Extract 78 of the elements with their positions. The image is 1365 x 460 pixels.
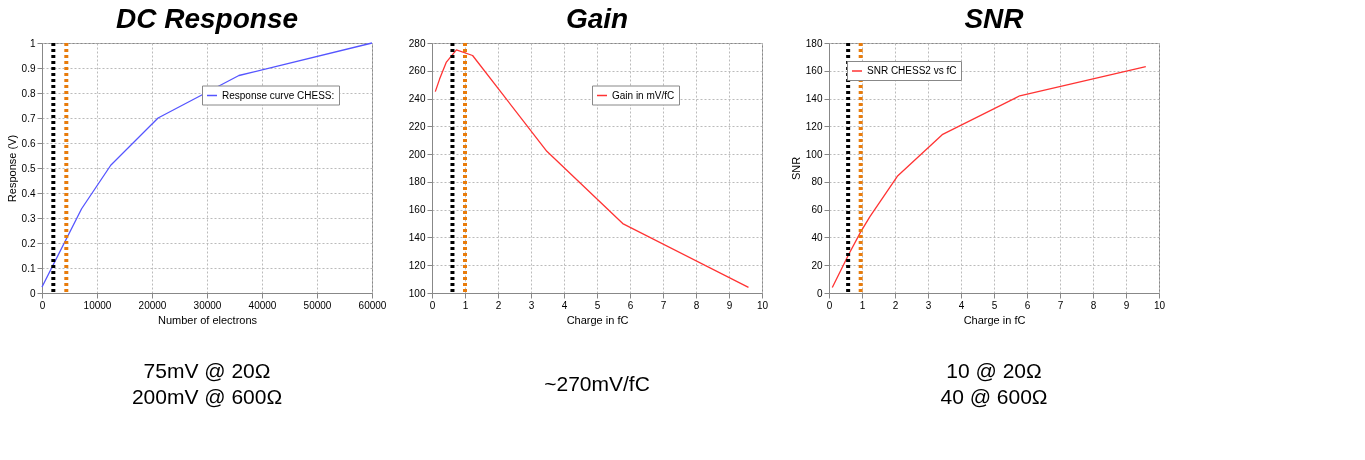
x-tick-label: 10	[756, 299, 769, 311]
x-tick-label: 20000	[138, 299, 167, 311]
y-tick-label: 0	[816, 287, 823, 299]
chart-title: DC Response	[115, 3, 299, 34]
y-tick-label: 0.3	[21, 212, 36, 224]
x-tick-label: 2	[495, 299, 502, 311]
text: 200mV @ 600Ω	[131, 385, 283, 408]
y-tick-label: 120	[408, 259, 426, 271]
y-tick-label: 0.5	[21, 162, 36, 174]
y-tick-label: 120	[805, 120, 823, 132]
y-tick-label: 220	[408, 120, 426, 132]
y-tick-label: 0.1	[21, 262, 36, 274]
y-tick-label: 60	[811, 204, 823, 216]
y-tick-label: 260	[408, 65, 426, 77]
x-tick-label: 3	[925, 299, 932, 311]
x-tick-label: 1	[859, 299, 866, 311]
y-tick-label: 0.7	[21, 112, 36, 124]
x-tick-label: 10000	[83, 299, 112, 311]
legend-label: Response curve CHESS:	[222, 89, 335, 101]
x-tick-label: 2	[892, 299, 899, 311]
y-tick-label: 280	[408, 37, 426, 49]
text: 75mV @ 20Ω	[143, 359, 271, 382]
x-tick-label: 0	[39, 299, 46, 311]
x-tick-label: 30000	[193, 299, 222, 311]
x-tick-label: 60000	[358, 299, 387, 311]
y-tick-label: 180	[805, 37, 823, 49]
y-tick-label: 1	[29, 37, 36, 49]
y-tick-label: 0.4	[21, 187, 36, 199]
line-series	[831, 65, 1147, 289]
x-tick-label: 50000	[303, 299, 332, 311]
y-tick-label: 0.9	[21, 62, 36, 74]
x-tick-label: 9	[1123, 299, 1130, 311]
y-tick-label: 100	[805, 148, 823, 160]
x-tick-label: 10	[1153, 299, 1166, 311]
x-tick-label: 7	[660, 299, 667, 311]
y-tick-label: 180	[408, 176, 426, 188]
text: 10 @ 20Ω	[946, 359, 1042, 382]
legend-label: Gain in mV/fC	[612, 89, 675, 101]
y-tick-label: 160	[805, 65, 823, 77]
y-axis-title: Response (V)	[5, 134, 18, 203]
x-tick-label: 7	[1057, 299, 1064, 311]
y-tick-label: 200	[408, 148, 426, 160]
y-tick-label: 140	[408, 231, 426, 243]
x-axis-title: Number of electrons	[157, 313, 258, 326]
text: ~270mV/fC	[544, 372, 650, 395]
x-tick-label: 0	[429, 299, 436, 311]
y-tick-label: 140	[805, 93, 823, 105]
x-tick-label: 8	[1090, 299, 1097, 311]
chart-title: Gain	[565, 3, 629, 34]
x-tick-label: 4	[561, 299, 568, 311]
x-tick-label: 40000	[248, 299, 277, 311]
y-tick-label: 80	[811, 176, 823, 188]
x-tick-label: 4	[958, 299, 965, 311]
x-tick-label: 9	[726, 299, 733, 311]
y-tick-label: 240	[408, 93, 426, 105]
line-series	[434, 49, 750, 289]
y-tick-label: 0	[29, 287, 36, 299]
y-tick-label: 40	[811, 231, 823, 243]
x-tick-label: 3	[528, 299, 535, 311]
x-axis-title: Charge in fC	[963, 313, 1026, 326]
x-tick-label: 6	[627, 299, 634, 311]
y-axis-title: SNR	[789, 156, 802, 181]
y-tick-label: 0.2	[21, 237, 36, 249]
y-tick-label: 0.6	[21, 137, 36, 149]
y-tick-label: 20	[811, 259, 823, 271]
x-tick-label: 6	[1024, 299, 1031, 311]
x-tick-label: 5	[991, 299, 998, 311]
x-tick-label: 0	[826, 299, 833, 311]
x-tick-label: 5	[594, 299, 601, 311]
text: 40 @ 600Ω	[940, 385, 1048, 408]
x-tick-label: 1	[462, 299, 469, 311]
legend-label: SNR CHESS2 vs fC	[867, 65, 957, 76]
x-tick-label: 8	[693, 299, 700, 311]
y-tick-label: 160	[408, 204, 426, 216]
x-axis-title: Charge in fC	[566, 313, 629, 326]
chart-title: SNR	[964, 3, 1025, 34]
y-tick-label: 100	[408, 287, 426, 299]
y-tick-label: 0.8	[21, 87, 36, 99]
